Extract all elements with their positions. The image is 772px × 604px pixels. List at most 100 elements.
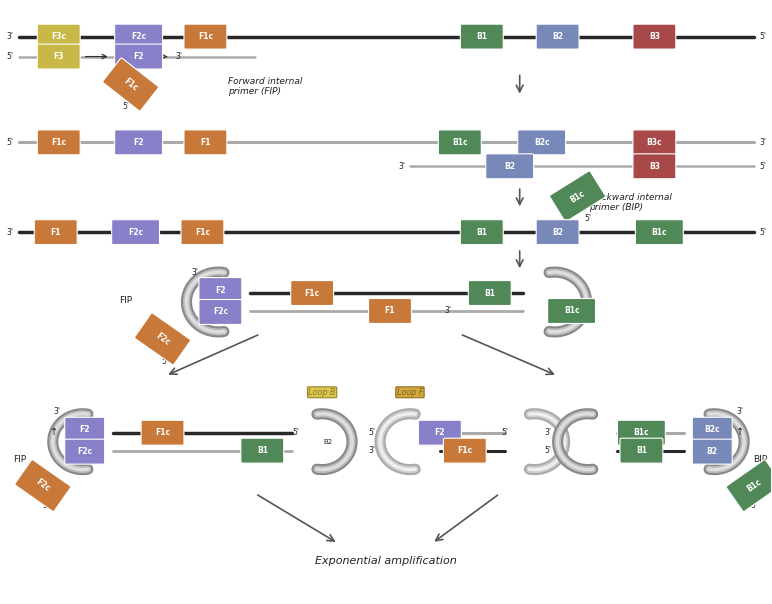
Text: F1c: F1c: [457, 446, 472, 455]
Text: F1c: F1c: [122, 76, 139, 92]
Text: F2c: F2c: [77, 447, 93, 456]
FancyBboxPatch shape: [114, 130, 163, 155]
Text: BIP: BIP: [753, 455, 767, 464]
Text: 5': 5': [42, 501, 49, 510]
Text: B3: B3: [649, 32, 660, 41]
Text: 3': 3': [368, 446, 375, 455]
Text: F2: F2: [134, 52, 144, 61]
Text: F1: F1: [384, 306, 395, 315]
FancyBboxPatch shape: [37, 44, 80, 69]
FancyBboxPatch shape: [460, 220, 503, 245]
Text: 3': 3': [191, 268, 198, 277]
Text: 3': 3': [7, 228, 14, 237]
Text: F2c: F2c: [213, 307, 228, 316]
Text: Forward internal
primer (FIP): Forward internal primer (FIP): [229, 77, 303, 96]
Text: B1c: B1c: [634, 428, 649, 437]
Text: 5': 5': [759, 32, 766, 41]
Text: F2: F2: [215, 286, 225, 295]
Text: B1c: B1c: [745, 477, 764, 493]
Text: B2c: B2c: [704, 425, 720, 434]
Text: 5': 5': [122, 102, 129, 111]
FancyBboxPatch shape: [536, 220, 579, 245]
Text: F2c: F2c: [154, 331, 171, 347]
FancyBboxPatch shape: [112, 220, 160, 245]
Text: 5': 5': [468, 289, 475, 298]
Text: 3': 3': [54, 407, 61, 416]
FancyBboxPatch shape: [15, 460, 71, 512]
Text: B1c: B1c: [652, 228, 667, 237]
FancyBboxPatch shape: [633, 130, 676, 155]
FancyBboxPatch shape: [114, 24, 163, 49]
Text: 5': 5': [161, 358, 168, 367]
Text: F1c: F1c: [155, 428, 170, 437]
Text: B1: B1: [257, 446, 268, 455]
FancyBboxPatch shape: [65, 439, 105, 464]
Text: F2c: F2c: [128, 228, 143, 237]
FancyBboxPatch shape: [184, 24, 227, 49]
Text: B1: B1: [636, 446, 647, 455]
Text: F3: F3: [53, 52, 64, 61]
Text: B3: B3: [649, 162, 660, 171]
FancyBboxPatch shape: [103, 58, 158, 111]
Text: B2: B2: [504, 162, 515, 171]
Text: F1: F1: [50, 228, 61, 237]
FancyBboxPatch shape: [141, 420, 184, 445]
FancyBboxPatch shape: [418, 420, 462, 445]
Text: B2c: B2c: [533, 138, 550, 147]
Text: 5': 5': [584, 214, 591, 223]
Text: F2c: F2c: [34, 478, 52, 493]
FancyBboxPatch shape: [241, 438, 284, 463]
FancyBboxPatch shape: [460, 24, 503, 49]
Text: 5': 5': [544, 446, 552, 455]
Text: B1c: B1c: [452, 138, 468, 147]
FancyBboxPatch shape: [550, 171, 605, 222]
FancyBboxPatch shape: [134, 313, 191, 365]
Text: 3': 3': [544, 428, 552, 437]
Text: 3': 3': [445, 306, 452, 315]
FancyBboxPatch shape: [618, 420, 665, 445]
Text: B1c: B1c: [568, 188, 587, 204]
Text: 3': 3': [175, 52, 182, 61]
FancyBboxPatch shape: [633, 154, 676, 179]
Text: F1c: F1c: [198, 32, 213, 41]
Text: 5': 5': [502, 428, 509, 437]
Text: B2: B2: [323, 439, 333, 445]
Text: FIP: FIP: [13, 455, 26, 464]
Text: F2: F2: [134, 138, 144, 147]
Text: 3': 3': [759, 138, 766, 147]
Text: 3': 3': [398, 162, 405, 171]
Text: 5': 5': [750, 501, 757, 510]
Text: F1c: F1c: [51, 138, 66, 147]
Text: B1: B1: [476, 32, 487, 41]
FancyBboxPatch shape: [443, 438, 486, 463]
FancyBboxPatch shape: [37, 24, 80, 49]
Text: B2: B2: [552, 32, 563, 41]
Text: F3c: F3c: [51, 32, 66, 41]
Text: Loop B: Loop B: [309, 388, 336, 397]
Text: ↑: ↑: [49, 426, 58, 437]
FancyBboxPatch shape: [291, 280, 334, 306]
Text: F2: F2: [435, 428, 445, 437]
Text: B2: B2: [552, 228, 563, 237]
Text: 5': 5': [7, 138, 14, 147]
Text: F1c: F1c: [195, 228, 210, 237]
Text: ↑: ↑: [736, 426, 744, 437]
Text: Backward internal
primer (BIP): Backward internal primer (BIP): [590, 193, 672, 212]
FancyBboxPatch shape: [438, 130, 481, 155]
Text: 5': 5': [293, 428, 300, 437]
FancyBboxPatch shape: [181, 220, 224, 245]
Text: B1: B1: [484, 289, 496, 298]
FancyBboxPatch shape: [486, 154, 533, 179]
FancyBboxPatch shape: [635, 220, 683, 245]
Text: F2: F2: [80, 425, 90, 434]
FancyBboxPatch shape: [469, 280, 511, 306]
Text: F1c: F1c: [305, 289, 320, 298]
FancyBboxPatch shape: [199, 278, 242, 303]
Text: 5': 5': [759, 228, 766, 237]
Text: F2c: F2c: [131, 32, 146, 41]
Text: 5': 5': [368, 428, 375, 437]
Text: F1: F1: [200, 138, 211, 147]
FancyBboxPatch shape: [692, 417, 732, 442]
Text: Exponential amplification: Exponential amplification: [315, 556, 457, 567]
Text: B3c: B3c: [647, 138, 662, 147]
